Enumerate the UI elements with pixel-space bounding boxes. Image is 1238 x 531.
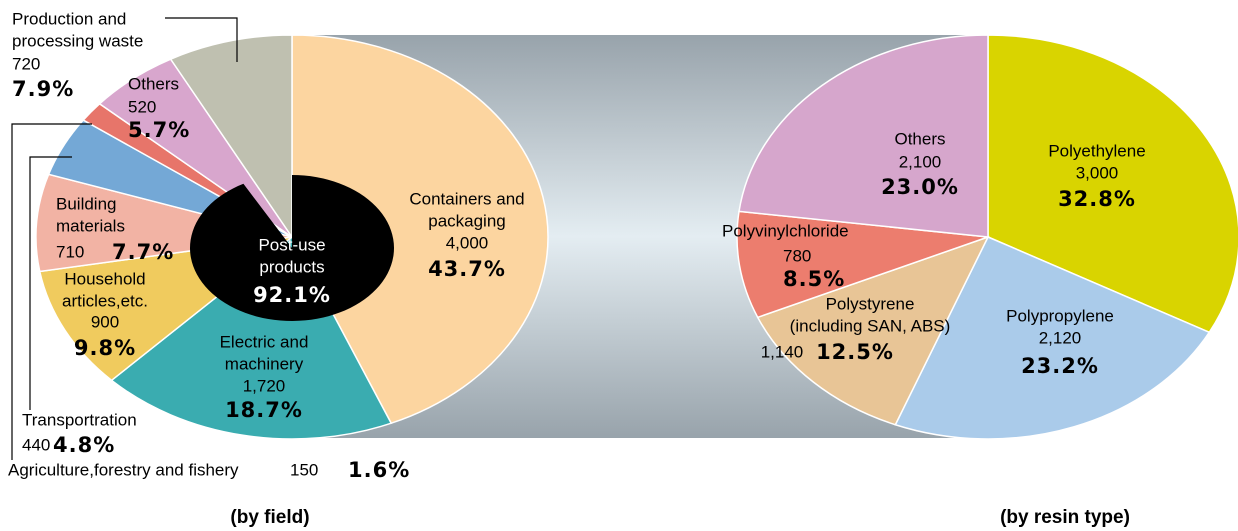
chart-subtitle: (by field) <box>230 507 309 528</box>
center-sector <box>190 175 395 321</box>
pie-slice <box>736 210 989 319</box>
slice-share: 18.7% <box>225 398 303 422</box>
leader-line <box>165 17 238 62</box>
slice-label: materials <box>56 216 125 235</box>
slice-value: 520 <box>128 97 156 116</box>
slice-value: 900 <box>91 312 119 331</box>
slice-value: 720 <box>12 54 40 73</box>
slice-label: Building <box>56 194 117 213</box>
slice-label: Polystyrene <box>826 294 915 313</box>
pie-slice <box>169 34 293 240</box>
slice-value: 710 <box>56 242 84 261</box>
slice-value: 150 <box>290 460 318 479</box>
slice-value: 780 <box>783 246 811 265</box>
slice-share: 12.5% <box>816 340 894 364</box>
pie-slice <box>987 34 1238 334</box>
slice-share: 7.9% <box>12 77 74 101</box>
slice-label: Containers and <box>409 189 524 208</box>
slice-share: 7.7% <box>112 240 174 264</box>
slice-value: 1,720 <box>243 376 286 395</box>
center-value: 92.1% <box>253 283 331 307</box>
slice-share: 8.5% <box>783 267 845 291</box>
slice-label: Polyethylene <box>1048 141 1145 160</box>
slice-share: 23.2% <box>1021 354 1099 378</box>
pie-slice <box>894 236 1211 440</box>
slice-label: Polypropylene <box>1006 306 1114 325</box>
pie-slice <box>738 34 989 238</box>
labels: Containers and packaging 4,000 43.7% Electri… <box>8 9 1146 528</box>
slice-label: Agriculture,forestry and fishery <box>8 460 239 479</box>
pie-slice <box>35 173 293 273</box>
slice-label: Transportration <box>22 410 137 429</box>
slice-label: articles,etc. <box>62 291 148 310</box>
slice-share: 4.8% <box>53 433 115 457</box>
slice-label: Electric and <box>220 332 309 351</box>
slice-share: 9.8% <box>74 336 136 360</box>
slice-value: 2,120 <box>1039 328 1082 347</box>
slice-label: (including SAN, ABS) <box>790 316 951 335</box>
slice-label: Household <box>64 269 145 288</box>
slice-share: 43.7% <box>428 257 506 281</box>
slice-value: 2,100 <box>899 152 942 171</box>
center-label: Post-use <box>258 235 325 254</box>
slice-label: Others <box>128 74 179 93</box>
slice-value: 1,140 <box>761 342 804 361</box>
slice-share: 1.6% <box>348 458 410 482</box>
slice-value: 3,000 <box>1076 163 1119 182</box>
slice-value: 440 <box>22 435 50 454</box>
slice-label: Polyvinylchloride <box>722 221 849 240</box>
center-label: products <box>259 257 324 276</box>
pie-slice <box>291 34 549 425</box>
slice-label: machinery <box>225 354 304 373</box>
leader-line <box>29 156 72 410</box>
slice-label: packaging <box>428 211 506 230</box>
slice-share: 5.7% <box>128 118 190 142</box>
pies <box>35 34 1238 440</box>
leader-line <box>11 123 92 460</box>
pie-slice <box>756 235 990 426</box>
slice-label: Production and <box>12 9 126 28</box>
chart-subtitle: (by resin type) <box>1000 507 1130 528</box>
pie-slice <box>110 235 393 440</box>
slice-share: 32.8% <box>1058 187 1136 211</box>
slice-share: 23.0% <box>881 175 959 199</box>
slice-label: Others <box>894 129 945 148</box>
slice-value: 4,000 <box>446 233 489 252</box>
slice-label: processing waste <box>12 31 143 50</box>
